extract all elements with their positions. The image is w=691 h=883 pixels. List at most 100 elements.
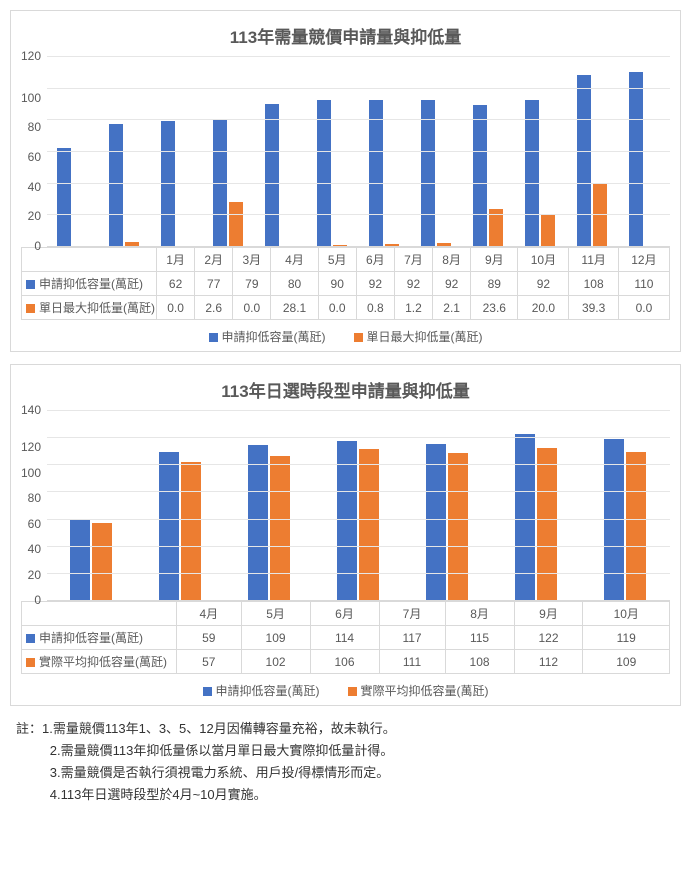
legend-swatch xyxy=(203,687,212,696)
data-cell: 0.8 xyxy=(356,296,394,320)
y-tick-label: 140 xyxy=(21,404,41,416)
footnote-line: 2.需量競價113年抑低量係以當月單日最大實際抑低量計得。 xyxy=(16,740,681,762)
footnote-line: 3.需量競價是否執行須視電力系統、用戶投/得標情形而定。 xyxy=(16,762,681,784)
y-tick-label: 60 xyxy=(28,151,41,163)
y-tick-label: 40 xyxy=(28,181,41,193)
legend-item: 申請抑低容量(萬瓩) xyxy=(203,682,320,699)
gridline xyxy=(47,410,670,411)
legend-item: 實際平均抑低容量(萬瓩) xyxy=(348,682,489,699)
gridline xyxy=(47,464,670,465)
legend-swatch xyxy=(209,333,218,342)
chart-2-container: 113年日選時段型申請量與抑低量 140120100806040200 4月5月… xyxy=(10,364,681,706)
category-label: 4月 xyxy=(177,602,242,626)
chart-2-title: 113年日選時段型申請量與抑低量 xyxy=(21,377,670,402)
data-cell: 39.3 xyxy=(569,296,618,320)
bar xyxy=(541,214,555,246)
table-corner xyxy=(22,248,157,272)
bar-slot xyxy=(492,410,581,600)
category-label: 4月 xyxy=(271,248,318,272)
y-tick-label: 80 xyxy=(28,492,41,504)
category-label: 2月 xyxy=(195,248,233,272)
table-row-header: 申請抑低容量(萬瓩) xyxy=(22,272,157,296)
bar xyxy=(248,445,268,600)
gridline xyxy=(47,573,670,574)
data-cell: 59 xyxy=(177,626,242,650)
bar xyxy=(629,72,643,246)
legend-swatch xyxy=(26,304,35,313)
bar xyxy=(57,148,71,246)
data-cell: 92 xyxy=(356,272,394,296)
y-tick-label: 0 xyxy=(34,594,41,606)
bar xyxy=(473,105,487,246)
y-tick-label: 80 xyxy=(28,121,41,133)
data-cell: 92 xyxy=(518,272,569,296)
data-cell: 79 xyxy=(233,272,271,296)
data-cell: 77 xyxy=(195,272,233,296)
footnotes: 註：1.需量競價113年1、3、5、12月因備轉容量充裕，故未執行。 2.需量競… xyxy=(10,718,681,806)
chart-1-legend: 申請抑低容量(萬瓩)單日最大抑低量(萬瓩) xyxy=(21,328,670,345)
bar xyxy=(270,456,290,600)
y-tick-label: 60 xyxy=(28,518,41,530)
bar xyxy=(92,523,112,600)
data-cell: 92 xyxy=(433,272,471,296)
data-cell: 0.0 xyxy=(618,296,669,320)
data-cell: 28.1 xyxy=(271,296,318,320)
bar xyxy=(70,520,90,600)
data-cell: 90 xyxy=(318,272,356,296)
bar xyxy=(181,462,201,600)
series-name: 單日最大抑低量(萬瓩) xyxy=(39,301,155,315)
gridline xyxy=(47,491,670,492)
bar xyxy=(229,202,243,246)
bar xyxy=(537,448,557,600)
data-cell: 1.2 xyxy=(394,296,432,320)
bar xyxy=(577,75,591,246)
legend-swatch xyxy=(26,658,35,667)
category-label: 6月 xyxy=(356,248,394,272)
bar xyxy=(426,444,446,600)
gridline xyxy=(47,151,670,152)
category-label: 10月 xyxy=(518,248,569,272)
data-cell: 119 xyxy=(583,626,670,650)
y-tick-label: 0 xyxy=(34,240,41,252)
legend-item: 申請抑低容量(萬瓩) xyxy=(209,328,326,345)
chart-1-plot xyxy=(47,56,670,247)
category-label: 5月 xyxy=(241,602,310,626)
bar xyxy=(159,452,179,600)
data-cell: 102 xyxy=(241,650,310,674)
y-tick-label: 100 xyxy=(21,92,41,104)
gridline xyxy=(47,183,670,184)
gridline xyxy=(47,119,670,120)
data-cell: 115 xyxy=(445,626,514,650)
chart-1-data-table: 1月2月3月4月5月6月7月8月9月10月11月12月申請抑低容量(萬瓩)627… xyxy=(21,247,670,320)
table-row-header: 申請抑低容量(萬瓩) xyxy=(22,626,177,650)
category-label: 12月 xyxy=(618,248,669,272)
chart-2-plot-wrap: 140120100806040200 xyxy=(21,410,670,601)
category-label: 7月 xyxy=(394,248,432,272)
legend-swatch xyxy=(354,333,363,342)
chart-1-title: 113年需量競價申請量與抑低量 xyxy=(21,23,670,48)
table-row-header: 實際平均抑低容量(萬瓩) xyxy=(22,650,177,674)
bar xyxy=(421,100,435,246)
data-cell: 106 xyxy=(310,650,379,674)
footnote-line: 4.113年日選時段型於4月~10月實施。 xyxy=(16,784,681,806)
legend-label: 申請抑低容量(萬瓩) xyxy=(216,684,320,698)
series-name: 申請抑低容量(萬瓩) xyxy=(39,277,143,291)
data-cell: 111 xyxy=(379,650,445,674)
legend-swatch xyxy=(26,634,35,643)
data-cell: 62 xyxy=(157,272,195,296)
bar xyxy=(359,449,379,600)
gridline xyxy=(47,519,670,520)
table-row-header: 單日最大抑低量(萬瓩) xyxy=(22,296,157,320)
y-tick-label: 120 xyxy=(21,441,41,453)
category-label: 8月 xyxy=(445,602,514,626)
gridline xyxy=(47,214,670,215)
data-cell: 122 xyxy=(514,626,583,650)
category-label: 10月 xyxy=(583,602,670,626)
footnote-prefix: 註： xyxy=(16,721,42,736)
bar-slot xyxy=(314,410,403,600)
series-name: 申請抑低容量(萬瓩) xyxy=(39,631,143,645)
data-cell: 0.0 xyxy=(157,296,195,320)
bar xyxy=(265,104,279,247)
data-cell: 0.0 xyxy=(233,296,271,320)
bar xyxy=(369,100,383,246)
